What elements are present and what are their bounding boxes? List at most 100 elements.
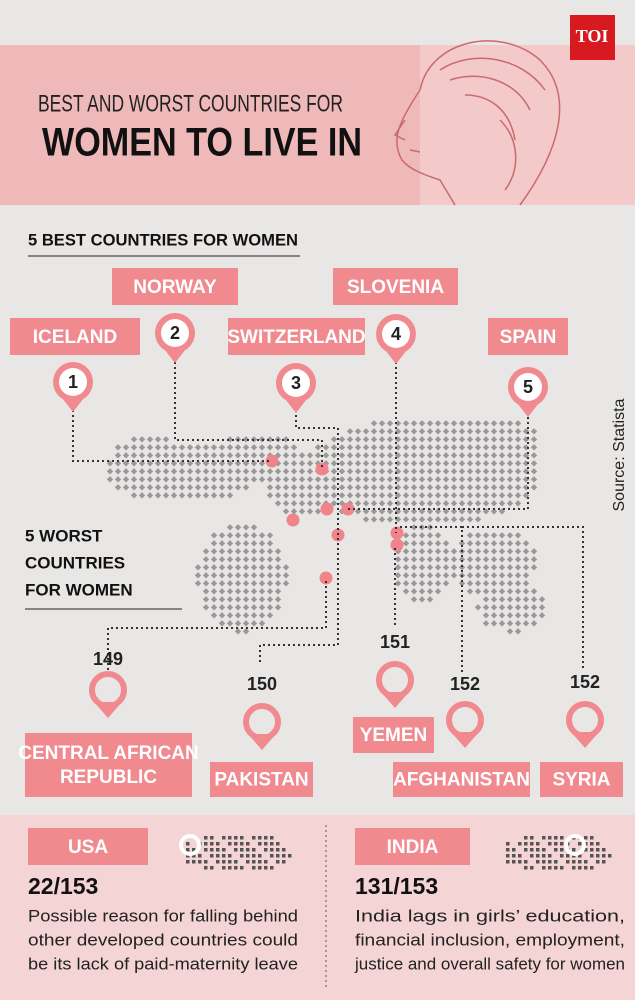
pin-ring — [446, 701, 484, 739]
map-dot — [514, 444, 522, 451]
map-dot — [218, 484, 226, 491]
map-dot — [274, 604, 282, 611]
map-dot — [338, 444, 346, 451]
map-dot — [514, 596, 522, 603]
map-dot — [226, 620, 234, 627]
map-dot — [354, 444, 362, 451]
map-dot — [194, 460, 202, 467]
mini-map-dot — [506, 842, 510, 846]
map-dot — [426, 540, 434, 547]
map-dot — [466, 484, 474, 491]
map-dot — [218, 492, 226, 499]
mini-map-dot — [530, 836, 534, 840]
map-dot — [266, 492, 274, 499]
map-dot — [362, 484, 370, 491]
map-dot — [490, 476, 498, 483]
map-dot — [250, 476, 258, 483]
map-dot — [218, 620, 226, 627]
map-dot — [378, 460, 386, 467]
map-dot — [234, 596, 242, 603]
map-dot — [362, 436, 370, 443]
map-dot — [202, 444, 210, 451]
map-dot — [498, 596, 506, 603]
map-dot — [346, 444, 354, 451]
map-dot — [186, 444, 194, 451]
map-dot — [250, 556, 258, 563]
map-dot — [290, 460, 298, 467]
map-dot — [218, 596, 226, 603]
map-dot — [274, 580, 282, 587]
map-dot — [530, 548, 538, 555]
map-dot — [498, 452, 506, 459]
map-dot — [154, 444, 162, 451]
country-label-box — [112, 268, 238, 305]
map-dot — [498, 588, 506, 595]
map-dot — [482, 420, 490, 427]
map-dot — [506, 540, 514, 547]
map-dot — [146, 468, 154, 475]
mini-map-dot — [554, 836, 558, 840]
map-dot — [466, 436, 474, 443]
map-dot — [354, 452, 362, 459]
map-dot — [306, 468, 314, 475]
map-dot — [290, 452, 298, 459]
map-dot — [314, 444, 322, 451]
map-dot — [178, 492, 186, 499]
map-dot — [306, 452, 314, 459]
map-dot — [274, 500, 282, 507]
map-dot — [314, 452, 322, 459]
map-dot — [154, 492, 162, 499]
map-dot — [314, 476, 322, 483]
map-dot — [258, 444, 266, 451]
location-dot — [315, 462, 329, 476]
map-dot — [378, 492, 386, 499]
map-dot — [274, 556, 282, 563]
map-dot — [194, 572, 202, 579]
map-dot — [226, 484, 234, 491]
mini-map-dot — [276, 842, 280, 846]
mini-map-dot — [518, 842, 522, 846]
mini-map-dot — [258, 866, 262, 870]
map-dot — [410, 580, 418, 587]
map-dot — [474, 428, 482, 435]
map-dot — [234, 572, 242, 579]
map-dot — [322, 444, 330, 451]
map-dot — [346, 484, 354, 491]
map-dot — [402, 532, 410, 539]
map-dot — [474, 444, 482, 451]
map-dot — [490, 580, 498, 587]
mini-map-dot — [512, 860, 516, 864]
map-dot — [210, 612, 218, 619]
map-dot — [226, 588, 234, 595]
map-dot — [426, 460, 434, 467]
map-dot — [242, 444, 250, 451]
map-dot — [370, 500, 378, 507]
map-dot — [330, 468, 338, 475]
map-dot — [250, 468, 258, 475]
map-dot — [386, 420, 394, 427]
map-dot — [234, 556, 242, 563]
map-dot — [226, 492, 234, 499]
map-dot — [442, 468, 450, 475]
map-dot — [426, 420, 434, 427]
map-dot — [346, 428, 354, 435]
map-dot — [466, 572, 474, 579]
map-dot — [114, 444, 122, 451]
map-dot — [226, 468, 234, 475]
pin-inner — [514, 373, 542, 401]
map-dot — [138, 452, 146, 459]
mini-map-dot — [590, 848, 594, 852]
map-dot — [370, 420, 378, 427]
map-dot — [250, 596, 258, 603]
map-dot — [122, 476, 130, 483]
map-dot — [530, 484, 538, 491]
map-dot — [226, 548, 234, 555]
map-dot — [370, 508, 378, 515]
panel-label-box — [28, 828, 148, 865]
map-dot — [490, 572, 498, 579]
map-dot — [114, 460, 122, 467]
map-dot — [410, 532, 418, 539]
map-dot — [162, 484, 170, 491]
map-dot — [266, 588, 274, 595]
map-dot — [474, 540, 482, 547]
